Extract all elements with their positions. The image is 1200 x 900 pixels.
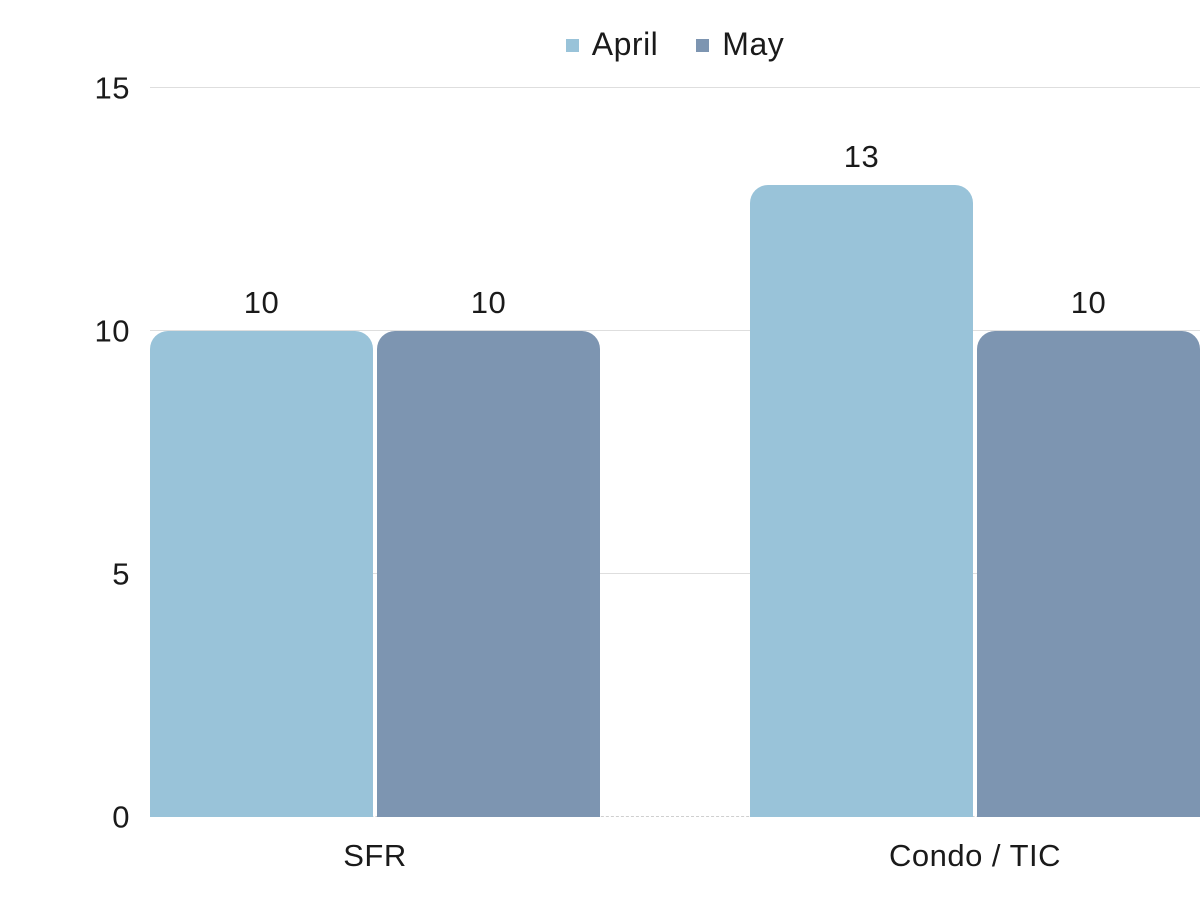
bar-value-label: 10: [1070, 285, 1107, 320]
x-category-label: Condo / TIC: [888, 838, 1062, 873]
bar-april-condo-tic: 13: [750, 139, 973, 817]
gridline-10: [150, 330, 1200, 331]
x-axis: SFR Condo / TIC: [150, 836, 1200, 876]
bar-group-sfr: 10 10: [150, 88, 600, 817]
y-tick-label: 0: [112, 799, 130, 835]
y-axis: 0 5 10 15: [0, 73, 132, 833]
legend-label: May: [722, 25, 785, 62]
legend-swatch-icon: [565, 38, 579, 52]
bar-value-label: 13: [843, 139, 880, 175]
y-tick-label: 15: [94, 70, 130, 106]
legend-item-april: April: [565, 25, 659, 63]
bar-may-sfr: 10: [377, 285, 600, 817]
y-tick-label: 5: [112, 556, 130, 592]
bar-april-sfr: 10: [150, 285, 373, 817]
y-tick-label: 10: [94, 313, 130, 349]
gridline-0: [150, 816, 1200, 817]
plot-area: 10 10 13 10: [150, 87, 1200, 817]
grid-layer: [150, 87, 1200, 817]
legend-item-may: May: [696, 26, 784, 63]
bars-layer: 10 10 13 10: [150, 88, 1200, 817]
bar-group-condo-tic: 13 10: [750, 88, 1200, 817]
bar-may-condo-tic: 10: [977, 285, 1200, 817]
bar-value-label: 10: [243, 285, 280, 320]
gridline-15: [150, 87, 1200, 88]
x-category-label: SFR: [343, 838, 407, 873]
legend-swatch-icon: [696, 38, 710, 52]
gridline-5: [150, 573, 1200, 574]
chart-legend: April May: [150, 22, 1200, 66]
legend-label: April: [591, 25, 659, 62]
bar-value-label: 10: [470, 285, 507, 320]
